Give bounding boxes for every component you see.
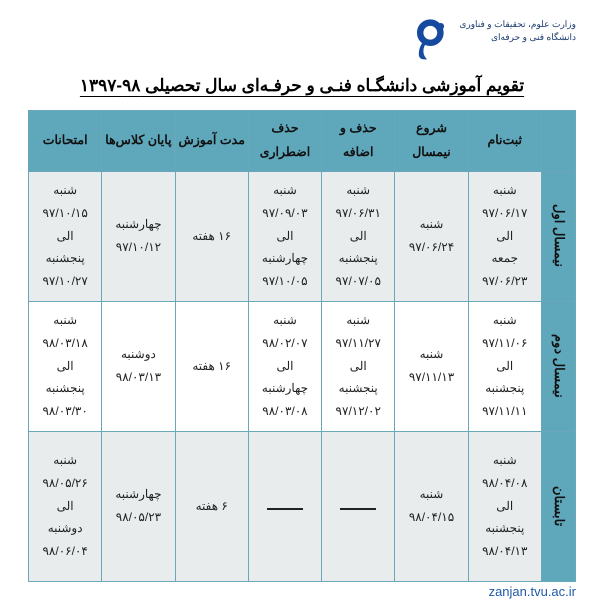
dash-icon bbox=[267, 508, 303, 510]
table-row: تابستان شنبه۹۸/۰۴/۰۸الیپنجشنبه۹۸/۰۴/۱۳ ش… bbox=[29, 431, 576, 581]
cell: شنبه۹۷/۱۱/۱۳ bbox=[395, 301, 468, 431]
rowhead-sem2: نیمسال دوم bbox=[541, 301, 575, 431]
col-registration: ثبت‌نام bbox=[468, 111, 541, 172]
cell: ۶ هفته bbox=[175, 431, 248, 581]
cell: شنبه۹۷/۰۹/۰۳الیچهارشنبه۹۷/۱۰/۰۵ bbox=[248, 171, 321, 301]
cell: شنبه۹۷/۰۶/۳۱الیپنجشنبه۹۷/۰۷/۰۵ bbox=[322, 171, 395, 301]
cell: شنبه۹۷/۱۱/۰۶الیپنجشنبه۹۷/۱۱/۱۱ bbox=[468, 301, 541, 431]
cell: دوشنبه۹۸/۰۳/۱۳ bbox=[102, 301, 175, 431]
corner-cell bbox=[541, 111, 575, 172]
university-line: دانشگاه فنی و حرفه‌ای bbox=[491, 31, 576, 44]
table-header-row: ثبت‌نام شروع نیمسال حذف و اضافه حذف اضطر… bbox=[29, 111, 576, 172]
table-row: نیمسال اول شنبه۹۷/۰۶/۱۷الیجمعه۹۷/۰۶/۲۳ ش… bbox=[29, 171, 576, 301]
col-end-classes: پایان کلاس‌ها bbox=[102, 111, 175, 172]
col-duration: مدت آموزش bbox=[175, 111, 248, 172]
cell: شنبه۹۸/۰۲/۰۷الیچهارشنبه۹۸/۰۳/۰۸ bbox=[248, 301, 321, 431]
ministry-line: وزارت علوم، تحقیقات و فناوری bbox=[459, 18, 576, 31]
cell: شنبه۹۸/۰۴/۰۸الیپنجشنبه۹۸/۰۴/۱۳ bbox=[468, 431, 541, 581]
cell: شنبه۹۷/۱۰/۱۵الیپنجشنبه۹۷/۱۰/۲۷ bbox=[29, 171, 102, 301]
cell-dash bbox=[248, 431, 321, 581]
university-logo-icon bbox=[405, 18, 451, 64]
rowhead-summer: تابستان bbox=[541, 431, 575, 581]
cell: ۱۶ هفته bbox=[175, 171, 248, 301]
table-row: نیمسال دوم شنبه۹۷/۱۱/۰۶الیپنجشنبه۹۷/۱۱/۱… bbox=[29, 301, 576, 431]
cell: شنبه۹۷/۱۱/۲۷الیپنجشنبه۹۷/۱۲/۰۲ bbox=[322, 301, 395, 431]
dash-icon bbox=[340, 508, 376, 510]
cell: چهارشنبه۹۸/۰۵/۲۳ bbox=[102, 431, 175, 581]
cell: چهارشنبه۹۷/۱۰/۱۲ bbox=[102, 171, 175, 301]
rowhead-sem1: نیمسال اول bbox=[541, 171, 575, 301]
footer-url: zanjan.tvu.ac.ir bbox=[489, 584, 576, 599]
col-start: شروع نیمسال bbox=[395, 111, 468, 172]
cell: شنبه۹۸/۰۵/۲۶الیدوشنبه۹۸/۰۶/۰۴ bbox=[29, 431, 102, 581]
document-title: تقویم آموزشی دانشگـاه فنـی و حرفـه‌ای سا… bbox=[28, 76, 576, 96]
col-add-drop: حذف و اضافه bbox=[322, 111, 395, 172]
cell: شنبه۹۷/۰۶/۱۷الیجمعه۹۷/۰۶/۲۳ bbox=[468, 171, 541, 301]
cell: شنبه۹۸/۰۴/۱۵ bbox=[395, 431, 468, 581]
cell: ۱۶ هفته bbox=[175, 301, 248, 431]
header-text-block: وزارت علوم، تحقیقات و فناوری دانشگاه فنی… bbox=[459, 18, 576, 43]
col-emergency: حذف اضطراری bbox=[248, 111, 321, 172]
document-header: وزارت علوم، تحقیقات و فناوری دانشگاه فنی… bbox=[28, 18, 576, 64]
cell-dash bbox=[322, 431, 395, 581]
col-exams: امتحانات bbox=[29, 111, 102, 172]
cell: شنبه۹۸/۰۳/۱۸الیپنجشنبه۹۸/۰۳/۳۰ bbox=[29, 301, 102, 431]
cell: شنبه۹۷/۰۶/۲۴ bbox=[395, 171, 468, 301]
academic-calendar-table: ثبت‌نام شروع نیمسال حذف و اضافه حذف اضطر… bbox=[28, 110, 576, 582]
